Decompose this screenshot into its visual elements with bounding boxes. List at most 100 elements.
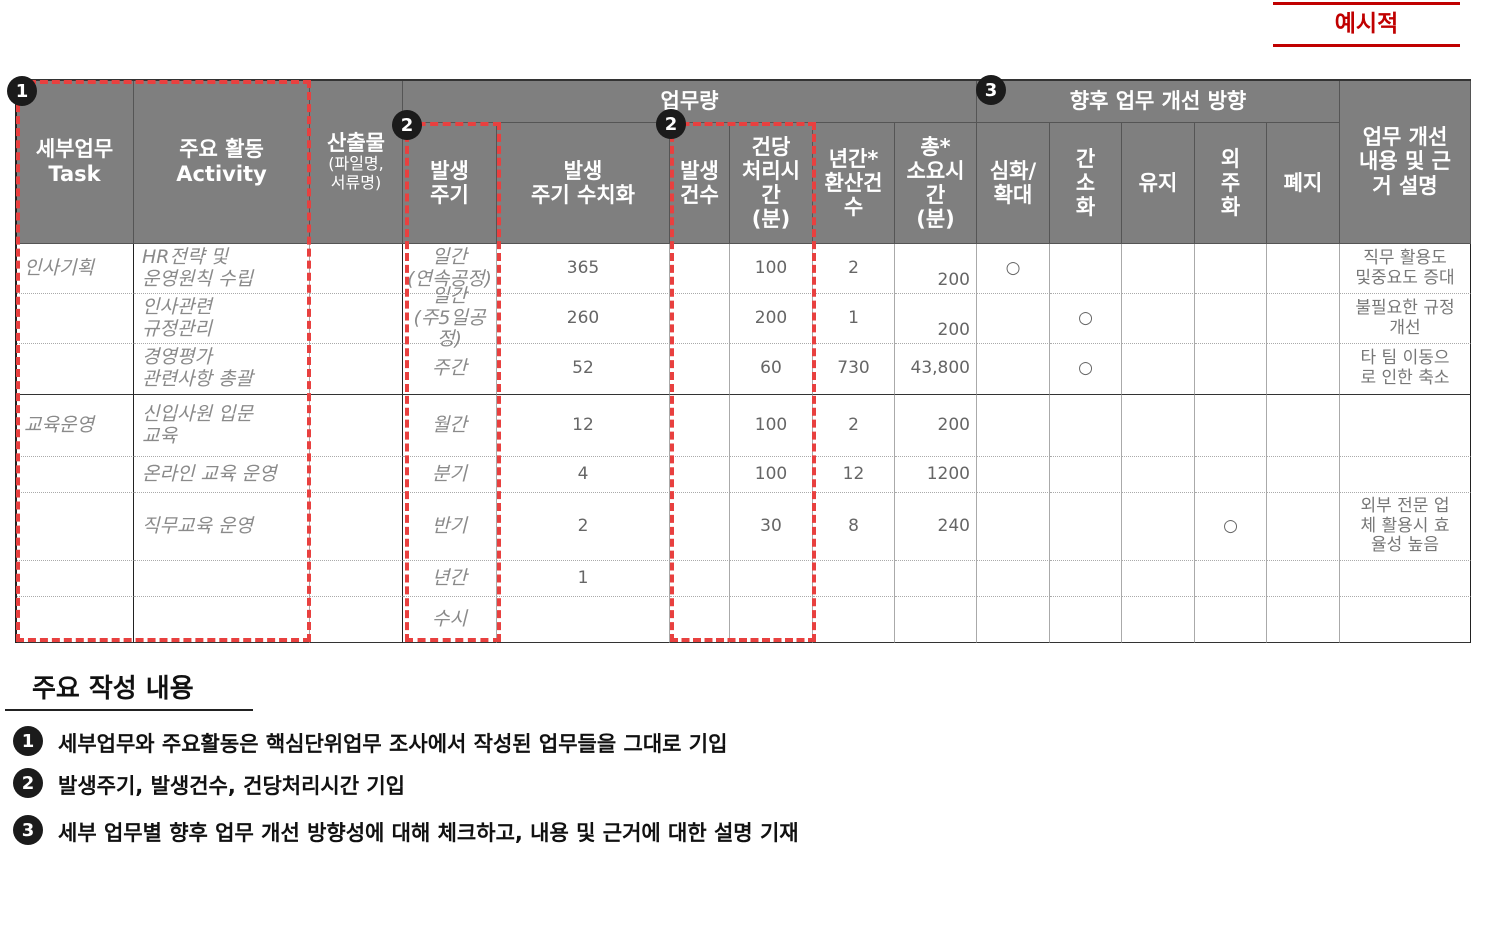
table-cell: 반기 xyxy=(403,493,497,561)
empty-cell xyxy=(16,597,134,643)
empty-cell xyxy=(1122,244,1195,294)
column-header: 외 주 화 xyxy=(1195,123,1267,244)
table-cell: 주간 xyxy=(403,344,497,395)
notes-underline xyxy=(5,709,253,711)
column-header: 산출물 (파일명, 서류명) xyxy=(310,80,403,244)
empty-cell xyxy=(1050,457,1122,493)
marker: 1 xyxy=(7,76,37,106)
empty-cell xyxy=(1340,395,1471,457)
marker: 3 xyxy=(976,75,1006,105)
empty-cell xyxy=(16,561,134,597)
table-cell: 2 xyxy=(813,244,895,294)
notes-title: 주요 작성 내용 xyxy=(32,674,194,704)
table-cell: 200 xyxy=(895,395,977,457)
empty-cell xyxy=(1122,344,1195,395)
table-cell: 불필요한 규정 개선 xyxy=(1340,294,1471,344)
empty-cell xyxy=(16,457,134,493)
column-header: 주요 활동 Activity xyxy=(134,80,310,244)
empty-cell xyxy=(310,395,403,457)
column-header: 세부업무 Task xyxy=(16,80,134,244)
column-header: 업무 개선 내용 및 근 거 설명 xyxy=(1340,80,1471,244)
column-header: 발생 건수 xyxy=(670,123,730,244)
badge: 예시적 xyxy=(1334,10,1399,37)
group-header: 업무량 xyxy=(403,80,977,123)
table-cell: 교육운영 xyxy=(16,395,134,457)
empty-cell xyxy=(1050,561,1122,597)
group-header: 향후 업무 개선 방향 xyxy=(977,80,1340,123)
empty-cell xyxy=(1122,561,1195,597)
table-cell: 240 xyxy=(895,493,977,561)
empty-cell xyxy=(1195,244,1267,294)
empty-cell xyxy=(310,244,403,294)
highlight-box xyxy=(16,80,311,642)
empty-cell xyxy=(670,244,730,294)
empty-cell xyxy=(310,561,403,597)
table-cell: 온라인 교육 운영 xyxy=(134,457,310,493)
empty-cell xyxy=(977,395,1050,457)
empty-cell xyxy=(497,597,670,643)
column-note: (파일명, 서류명) xyxy=(328,154,384,192)
table-cell: 년간 xyxy=(403,561,497,597)
table-cell: 수시 xyxy=(403,597,497,643)
column-header: 폐지 xyxy=(1267,123,1340,244)
note-number: 3 xyxy=(13,815,43,845)
empty-cell xyxy=(1195,395,1267,457)
table-cell: 2 xyxy=(813,395,895,457)
empty-cell xyxy=(813,597,895,643)
empty-cell xyxy=(1050,395,1122,457)
marker: 2 xyxy=(392,110,422,140)
empty-cell xyxy=(670,561,730,597)
highlight-box xyxy=(405,122,501,642)
table-cell: 12 xyxy=(497,395,670,457)
table-cell: 1 xyxy=(813,294,895,344)
empty-cell xyxy=(895,597,977,643)
column-header: 간 소 화 xyxy=(1050,123,1122,244)
empty-cell xyxy=(1340,457,1471,493)
note-text: 세부업무와 주요활동은 핵심단위업무 조사에서 작성된 업무들을 그대로 기입 xyxy=(58,732,728,756)
column-header: 유지 xyxy=(1122,123,1195,244)
table-cell: 2 xyxy=(497,493,670,561)
empty-cell xyxy=(670,294,730,344)
empty-cell xyxy=(310,457,403,493)
empty-cell xyxy=(16,294,134,344)
empty-cell xyxy=(977,344,1050,395)
empty-cell xyxy=(670,395,730,457)
column-header: 심화/ 확대 xyxy=(977,123,1050,244)
empty-cell xyxy=(1050,597,1122,643)
note-number: 2 xyxy=(13,768,43,798)
empty-cell xyxy=(1122,457,1195,493)
empty-cell xyxy=(670,344,730,395)
table-cell: 월간 xyxy=(403,395,497,457)
empty-cell xyxy=(1122,294,1195,344)
empty-cell xyxy=(310,597,403,643)
table-cell: 365 xyxy=(497,244,670,294)
empty-cell xyxy=(670,493,730,561)
column-header: 년간* 환산건 수 xyxy=(813,123,895,244)
empty-cell xyxy=(977,597,1050,643)
note-text: 세부 업무별 향후 업무 개선 방향성에 대해 체크하고, 내용 및 근거에 대… xyxy=(58,821,799,845)
table-cell: 분기 xyxy=(403,457,497,493)
empty-cell xyxy=(1122,395,1195,457)
table-cell: 일간 (연속공정) xyxy=(403,244,497,294)
table-cell: 인사기획 xyxy=(16,244,134,294)
empty-cell xyxy=(1267,493,1340,561)
empty-cell xyxy=(1267,597,1340,643)
empty-cell xyxy=(1195,561,1267,597)
empty-cell xyxy=(895,561,977,597)
empty-cell xyxy=(16,493,134,561)
table-top-border xyxy=(16,79,1471,81)
note-number: 1 xyxy=(13,726,43,756)
empty-cell xyxy=(977,493,1050,561)
table-cell: 200 xyxy=(895,294,977,344)
empty-cell xyxy=(310,344,403,395)
column-header: 건당 처리시 간 (분) xyxy=(730,123,813,244)
badge-line xyxy=(1273,2,1460,5)
empty-cell xyxy=(1267,244,1340,294)
table-cell: 1 xyxy=(497,561,670,597)
empty-cell xyxy=(1195,457,1267,493)
empty-cell xyxy=(310,493,403,561)
empty-cell xyxy=(1267,395,1340,457)
table-cell: 직무 활용도 및중요도 증대 xyxy=(1340,244,1471,294)
table-cell: 타 팀 이동으 로 인한 축소 xyxy=(1340,344,1471,395)
